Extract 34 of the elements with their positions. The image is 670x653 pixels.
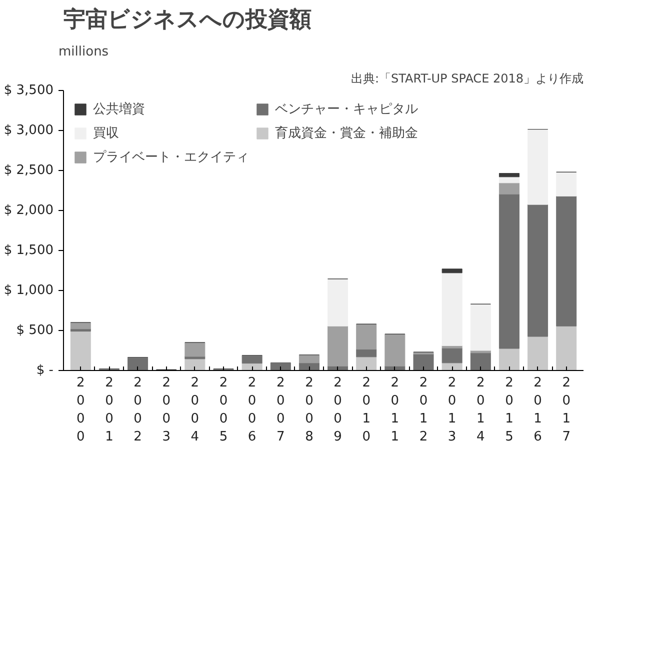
x-tick-label: 2015 [505, 376, 514, 444]
y-tick-label: $ 3,000 [4, 123, 54, 138]
x-tick-label: 2012 [419, 376, 428, 444]
x-tick-label: 2004 [190, 376, 200, 444]
x-tick-label: 2016 [534, 376, 542, 444]
x-tick-label: 2009 [334, 376, 342, 444]
legend-label: 公共増資 [93, 100, 145, 118]
y-tick-label: $ 1,000 [4, 283, 54, 298]
x-tick-label: 2013 [448, 376, 456, 444]
y-tick-label: $ 500 [16, 323, 54, 338]
y-tick-label: $ 2,500 [4, 163, 54, 178]
legend-label: 育成資金・賞金・補助金 [275, 124, 418, 142]
chart-title: 宇宙ビジネスへの投資額 [64, 6, 312, 32]
legend-label: 買収 [93, 125, 119, 142]
x-tick-label: 2017 [562, 376, 571, 444]
x-tick-label: 2008 [305, 376, 314, 444]
y-tick-label: $ 3,500 [4, 83, 54, 98]
y-tick-label: $ 1,500 [4, 243, 54, 258]
x-tick-label: 2006 [248, 376, 256, 444]
x-tick-label: 2005 [219, 376, 228, 444]
x-tick-label: 2000 [76, 376, 85, 444]
x-tick-label: 2007 [276, 376, 285, 444]
x-tick-label: 2011 [390, 376, 400, 444]
x-tick-label: 2002 [134, 376, 142, 444]
legend-label: ベンチャー・キャピタル [275, 101, 418, 118]
x-tick-label: 2014 [476, 376, 485, 444]
legend-label: プライベート・エクイティ [93, 149, 249, 166]
y-axis-title: millions [58, 44, 109, 60]
x-tick-label: 2010 [362, 376, 371, 444]
x-tick-label: 2003 [162, 376, 171, 444]
y-tick-label: $ - [36, 363, 54, 378]
source-note: 出典:「START-UP SPACE 2018」より作成 [350, 72, 584, 86]
x-tick-label: 2001 [105, 376, 114, 444]
y-tick-label: $ 2,000 [4, 203, 54, 218]
